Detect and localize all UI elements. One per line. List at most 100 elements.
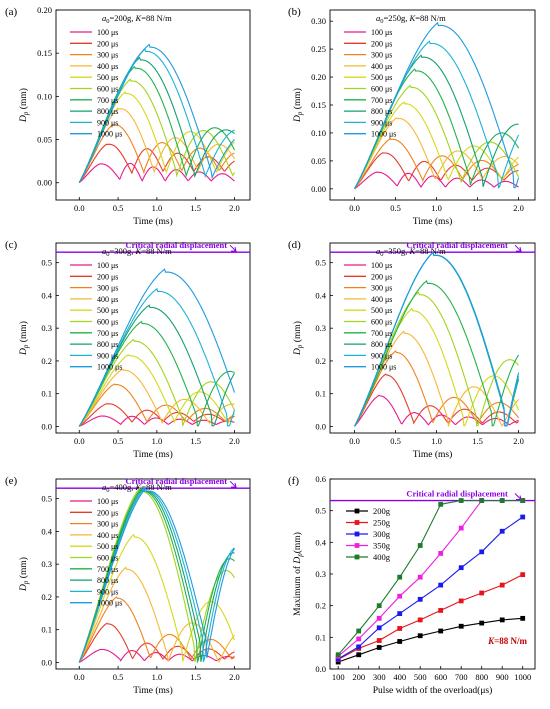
y-tick-label: 0.6 <box>315 474 326 484</box>
data-point <box>376 645 382 650</box>
series-line-400us <box>78 368 235 427</box>
x-tick-label: 1.0 <box>152 203 163 213</box>
legend-label: 300 μs <box>97 284 118 293</box>
legend-label: 600 μs <box>371 318 392 327</box>
y-tick-label: 0.2 <box>315 356 326 366</box>
legend-label: 900 μs <box>97 587 118 596</box>
series-line-600us <box>78 487 235 663</box>
series-line-300g <box>337 516 524 660</box>
legend-label: 1000 μs <box>371 130 396 139</box>
x-tick-label: 2.0 <box>513 436 524 446</box>
y-tick-label: 0.0 <box>315 664 326 674</box>
data-point <box>520 615 526 621</box>
x-tick-label: 0.5 <box>113 436 124 446</box>
data-point <box>499 498 505 503</box>
x-tick-label: 0.5 <box>390 203 401 213</box>
x-tick-label: 1.0 <box>431 203 442 213</box>
legend-label: 400 μs <box>97 62 118 71</box>
legend-label: 400 μs <box>371 295 392 304</box>
legend-label: 500 μs <box>371 306 392 315</box>
x-axis-label: Time (ms) <box>413 216 453 227</box>
legend-label: 250g <box>373 518 391 528</box>
data-point <box>520 572 526 578</box>
y-tick-label: 0.15 <box>37 48 52 58</box>
series-line-500us <box>78 353 235 427</box>
y-tick-label: 0.2 <box>41 356 52 366</box>
panel-letter: (e) <box>5 475 18 487</box>
stiffness-annotation: K=88 N/m <box>487 636 527 646</box>
legend-marker <box>354 531 360 537</box>
curves <box>354 21 520 190</box>
x-tick-label: 0.0 <box>349 436 360 446</box>
legend-label: 300 μs <box>97 51 118 60</box>
x-tick-label: 0.5 <box>390 436 401 446</box>
y-tick-label: 0.30 <box>311 16 326 26</box>
data-point <box>376 615 382 621</box>
y-tick-label: 0.0 <box>41 657 52 667</box>
data-point <box>376 625 382 631</box>
data-point <box>479 620 485 626</box>
data-point <box>397 593 403 599</box>
y-tick-label: 0.5 <box>315 258 326 268</box>
legend-label: 400 μs <box>371 62 392 71</box>
legend-label: 700 μs <box>97 329 118 338</box>
y-axis-label: Dp (mm) <box>292 321 304 356</box>
y-tick-label: 0.0 <box>315 421 326 431</box>
y-tick-label: 0.25 <box>311 44 326 54</box>
series-line-300us <box>78 383 235 427</box>
plot-frame <box>55 242 251 434</box>
legend-label: 800 μs <box>97 107 118 116</box>
x-tick-label: 1.0 <box>431 436 442 446</box>
x-tick-label: 1.5 <box>190 436 201 446</box>
y-tick-label: 0.3 <box>41 323 52 333</box>
legend-marker <box>354 543 360 548</box>
series-line-100us <box>354 171 519 190</box>
plot-frame <box>55 478 251 670</box>
y-tick-label: 0.10 <box>311 128 326 138</box>
data-point <box>417 543 423 548</box>
curves <box>78 487 236 664</box>
series-line-400us <box>78 566 235 663</box>
legend-label: 300 μs <box>371 284 392 293</box>
y-tick-label: 0.4 <box>41 290 52 300</box>
chart-panel-4: (d) 0.0 0.5 1.0 1.5 2.0 0.0 0.1 0.2 0.3 0.4 0.5 Time… <box>288 239 536 460</box>
critical-arrow <box>514 493 522 501</box>
x-tick-label: 1.5 <box>472 203 483 213</box>
series-line-200us <box>78 143 235 184</box>
chart-panel-5: (e) 0.0 0.5 1.0 1.5 2.0 0.0 0.1 0.2 0.3 0.4 0.5 Time… <box>5 475 251 696</box>
x-tick-label: 300 <box>373 672 386 682</box>
y-tick-label: 0.20 <box>37 5 52 15</box>
x-tick-label: 2.0 <box>229 203 240 213</box>
y-tick-label: 0.4 <box>315 537 326 547</box>
x-tick-label: 1.0 <box>152 436 163 446</box>
data-point <box>376 638 382 643</box>
curves <box>78 268 236 427</box>
critical-arrow <box>229 244 237 252</box>
legend-label: 600 μs <box>371 85 392 94</box>
plot-frame <box>329 242 536 434</box>
x-tick-label: 1.5 <box>190 672 201 682</box>
data-point <box>458 623 464 629</box>
panel-letter: (b) <box>288 6 301 18</box>
series-line-900us <box>78 48 235 183</box>
series-line-200g <box>338 617 523 663</box>
series-line-200us <box>354 152 519 190</box>
y-tick-label: 0.4 <box>41 526 52 536</box>
x-axis-label: Pulse width of the overload(μs) <box>373 685 493 696</box>
x-tick-label: 100 <box>332 672 345 682</box>
legend-label: 1000 μs <box>97 599 122 608</box>
legend-label: 200g <box>373 506 391 516</box>
legend-label: 600 μs <box>97 318 118 327</box>
legend-label: 500 μs <box>97 542 118 551</box>
y-tick-label: 0.2 <box>41 592 52 602</box>
data-point <box>458 598 464 604</box>
y-axis-label: Maximum of Dp(mm) <box>292 532 304 616</box>
x-tick-label: 0.0 <box>349 203 360 213</box>
data-point <box>397 626 403 631</box>
y-axis-label: Dp (mm) <box>18 88 30 123</box>
series-line-200us <box>78 403 235 427</box>
y-tick-label: 0.3 <box>315 323 326 333</box>
series-line-800us <box>78 487 235 663</box>
y-tick-label: 0.00 <box>37 178 52 188</box>
data-point <box>499 528 505 534</box>
